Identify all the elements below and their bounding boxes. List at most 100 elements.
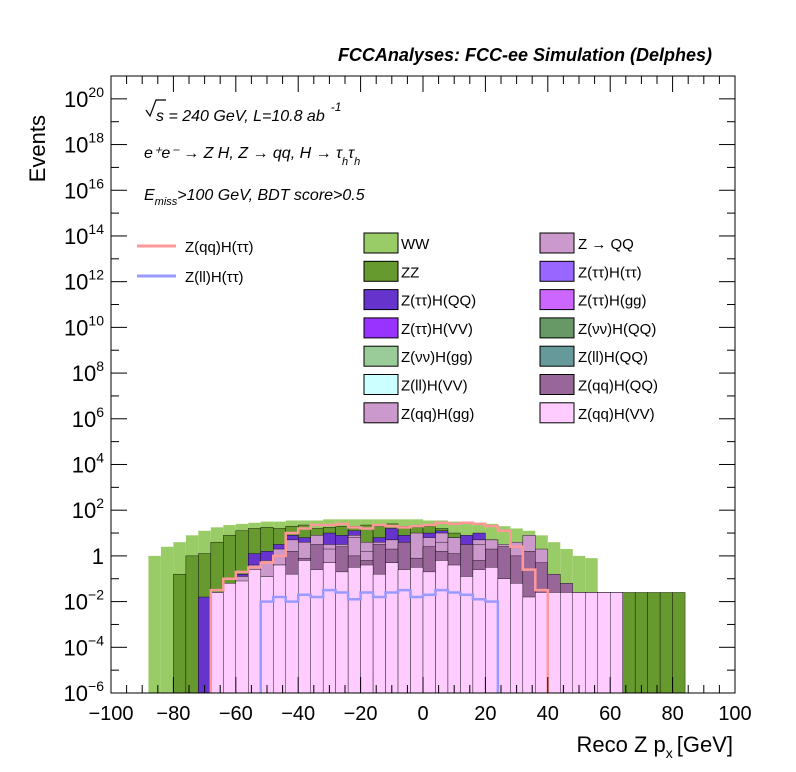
bar-z-h-qq-: [198, 596, 212, 694]
bar-zz: [659, 592, 673, 694]
legend-label: Z(ll)H(VV): [401, 378, 468, 395]
legend-label: ZZ: [401, 264, 419, 281]
legend-label: Z(ττ)H(QQ): [401, 293, 476, 310]
y-tick-label: 10−4: [64, 632, 105, 660]
legend-label: Z(qq)H(VV): [578, 406, 655, 423]
legend-label: Z(ττ)H(ττ): [578, 264, 642, 281]
bar-ww: [160, 546, 174, 693]
x-tick-label: 100: [718, 703, 751, 725]
bar-z-qq-h-vv-: [248, 569, 261, 694]
x-tick-label: 60: [599, 703, 621, 725]
bar-zz: [634, 592, 648, 694]
energy-lumi-text: s = 240 GeV, L=10.8 ab-1: [156, 100, 341, 125]
bar-z-qq-h-vv-: [410, 567, 424, 694]
legend-swatch: [539, 345, 575, 367]
bar-z-qq-h-vv-: [535, 592, 549, 694]
bar-z-qq-h-vv-: [372, 573, 386, 694]
x-tick-label: −80: [156, 703, 190, 725]
legend-swatch: [363, 345, 399, 367]
x-tick-label: −40: [281, 703, 315, 725]
legend-label: Z(qq)H(QQ): [578, 378, 658, 395]
y-tick-label: 1012: [64, 267, 104, 295]
legend: Z(qq)H(ττ) Z(ll)H(ττ) WW ZZ Z(ττ)H(QQ) Z(ττ)H…: [137, 232, 658, 424]
bar-z-qq-h-vv-: [347, 567, 361, 694]
x-tick-label: 40: [537, 703, 559, 725]
bar-z-qq-h-vv-: [585, 592, 598, 694]
bar-z-qq-h-vv-: [497, 578, 511, 694]
bar-z-qq-h-vv-: [547, 592, 561, 694]
y-tick-label: 1016: [64, 175, 104, 203]
y-tick-label: 104: [72, 449, 104, 477]
bar-z-qq-h-vv-: [260, 576, 274, 694]
bar-z-qq-h-vv-: [560, 592, 573, 694]
bar-zz: [672, 592, 686, 694]
legend-label: Z(νν)H(QQ): [578, 321, 656, 338]
legend-swatch: [363, 402, 399, 424]
legend-label: Z(ττ)H(VV): [401, 321, 473, 338]
legend-swatch: [363, 317, 399, 339]
legend-label: Z → QQ: [578, 236, 634, 253]
y-tick-label: 102: [72, 495, 104, 523]
legend-swatch: [363, 232, 399, 254]
y-tick-label: 1014: [64, 221, 104, 249]
bar-z-qq-h-vv-: [298, 560, 311, 694]
legend-label: WW: [401, 236, 430, 253]
chart-header: FCCAnalyses: FCC-ee Simulation (Delphes): [338, 45, 712, 65]
bar-z-qq-h-vv-: [510, 583, 524, 694]
x-tick-label: −60: [219, 703, 253, 725]
bar-z-qq-h-vv-: [322, 562, 336, 694]
bar-z-qq-h-vv-: [223, 583, 237, 694]
annotation-energy: s = 240 GeV, L=10.8 ab-1: [145, 99, 341, 125]
legend-label: Z(ττ)H(gg): [578, 293, 647, 310]
x-tick-label: 0: [417, 703, 428, 725]
y-tick-label: 1018: [64, 130, 104, 158]
bar-z-qq-h-vv-: [273, 564, 286, 694]
bar-ww: [148, 555, 161, 693]
legend-label: Z(ll)H(QQ): [578, 349, 648, 366]
legend-swatch: [539, 402, 575, 424]
bar-z-qq-h-vv-: [285, 573, 299, 694]
bar-z-qq-h-vv-: [210, 592, 224, 694]
bar-z-qq-h-vv-: [422, 571, 436, 694]
legend-label: Z(ll)H(ττ): [185, 269, 244, 286]
y-tick-label: 10−6: [64, 678, 105, 706]
y-tick-label: 106: [72, 404, 104, 432]
legend-swatch: [539, 260, 575, 282]
bar-z-qq-h-vv-: [610, 592, 623, 694]
bar-z-qq-h-vv-: [397, 569, 411, 694]
bar-z-qq-h-vv-: [235, 580, 249, 694]
legend-swatch: [363, 260, 399, 282]
x-tick-label: −20: [344, 703, 378, 725]
legend-label: Z(νν)H(gg): [401, 349, 473, 366]
axis-ticks: −100 −80 −60 −40 −20 0 20 40 60 80 100 1020 1018 1016…: [64, 75, 752, 725]
legend-swatch: [539, 374, 575, 395]
bar-zz: [647, 592, 661, 694]
legend-swatch: [539, 232, 575, 254]
bar-z-qq-h-vv-: [385, 562, 399, 694]
legend-swatch: [363, 374, 399, 395]
signal-lines: [209, 521, 550, 693]
bar-zz: [185, 555, 199, 694]
bar-z-qq-h-vv-: [572, 592, 586, 694]
signal-line: [209, 521, 550, 693]
legend-label: Z(qq)H(gg): [401, 406, 474, 423]
bar-z-qq-h-vv-: [360, 564, 374, 694]
bar-z-qq-h-vv-: [485, 567, 499, 694]
y-tick-label: 1010: [64, 312, 104, 340]
bar-zz: [173, 573, 187, 694]
legend-swatch: [539, 289, 575, 311]
bar-z-qq-h-vv-: [472, 569, 486, 694]
signal-line: [259, 588, 500, 693]
bar-zz: [622, 592, 636, 694]
bar-z-qq-h-vv-: [522, 596, 536, 694]
y-tick-label: 10−2: [64, 587, 105, 615]
annotation-process: e⁺e⁻ → Z H, Z → qq, H → τhτh: [144, 145, 360, 168]
legend-swatch: [363, 289, 399, 311]
x-tick-label: 20: [474, 703, 496, 725]
x-axis-label: Reco Z px [GeV]: [576, 732, 733, 761]
sqrt-sign: [145, 99, 166, 118]
annotation-cuts: Emiss>100 GeV, BDT score>0.5: [144, 187, 365, 208]
x-tick-label: 80: [661, 703, 683, 725]
y-tick-label: 108: [72, 358, 104, 386]
